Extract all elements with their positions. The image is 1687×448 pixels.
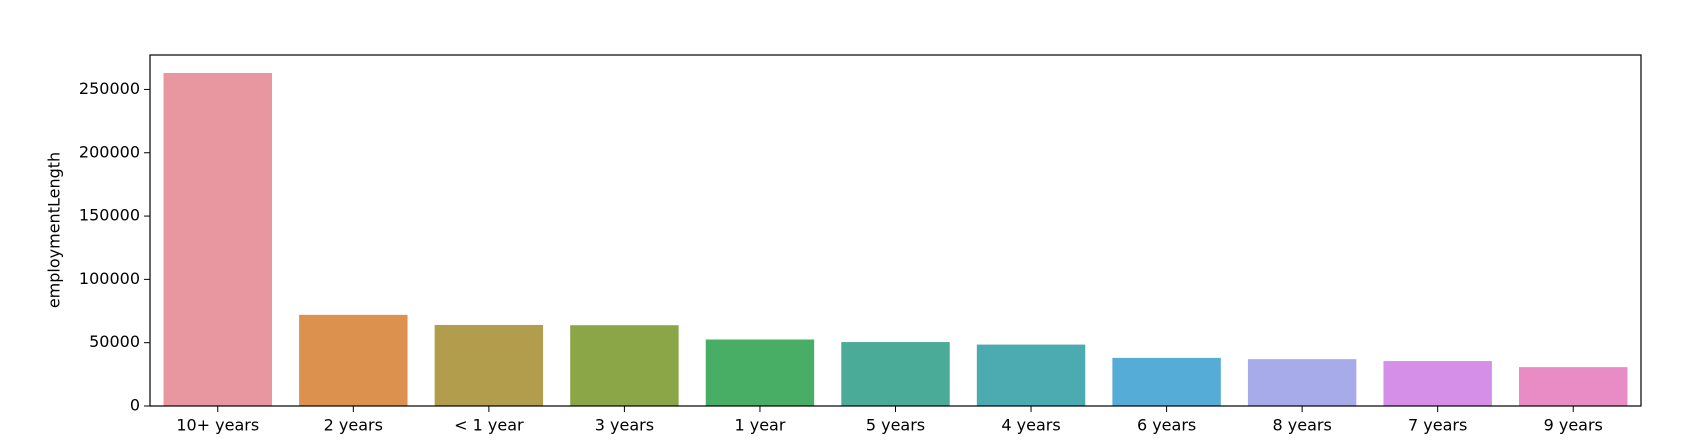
y-tick-label: 200000 (79, 142, 140, 161)
x-tick-label: 3 years (595, 416, 654, 435)
y-tick-label: 50000 (89, 332, 140, 351)
bar (1247, 359, 1357, 406)
x-tick-label: 6 years (1137, 416, 1196, 435)
x-tick-label: < 1 year (454, 416, 524, 435)
bar (976, 344, 1086, 406)
x-tick-label: 8 years (1272, 416, 1331, 435)
x-tick-label: 4 years (1001, 416, 1060, 435)
bar (1519, 367, 1628, 406)
bar (1383, 361, 1492, 406)
bar (163, 72, 272, 406)
x-tick-label: 9 years (1544, 416, 1603, 435)
bar (434, 324, 544, 406)
y-tick-label: 0 (130, 396, 140, 415)
x-tick-label: 1 year (734, 416, 785, 435)
y-tick-label: 150000 (79, 206, 140, 225)
bar (570, 325, 679, 406)
y-tick-label: 100000 (79, 269, 140, 288)
bar (1112, 357, 1221, 406)
y-tick-label: 250000 (79, 79, 140, 98)
x-tick-label: 2 years (324, 416, 383, 435)
x-tick-label: 5 years (866, 416, 925, 435)
x-tick-label: 7 years (1408, 416, 1467, 435)
bar (705, 339, 815, 406)
plot-frame (149, 54, 1642, 407)
y-axis-label: employmentLength (45, 152, 64, 308)
x-tick-label: 10+ years (176, 416, 259, 435)
bar (841, 342, 950, 406)
bar (299, 314, 408, 406)
